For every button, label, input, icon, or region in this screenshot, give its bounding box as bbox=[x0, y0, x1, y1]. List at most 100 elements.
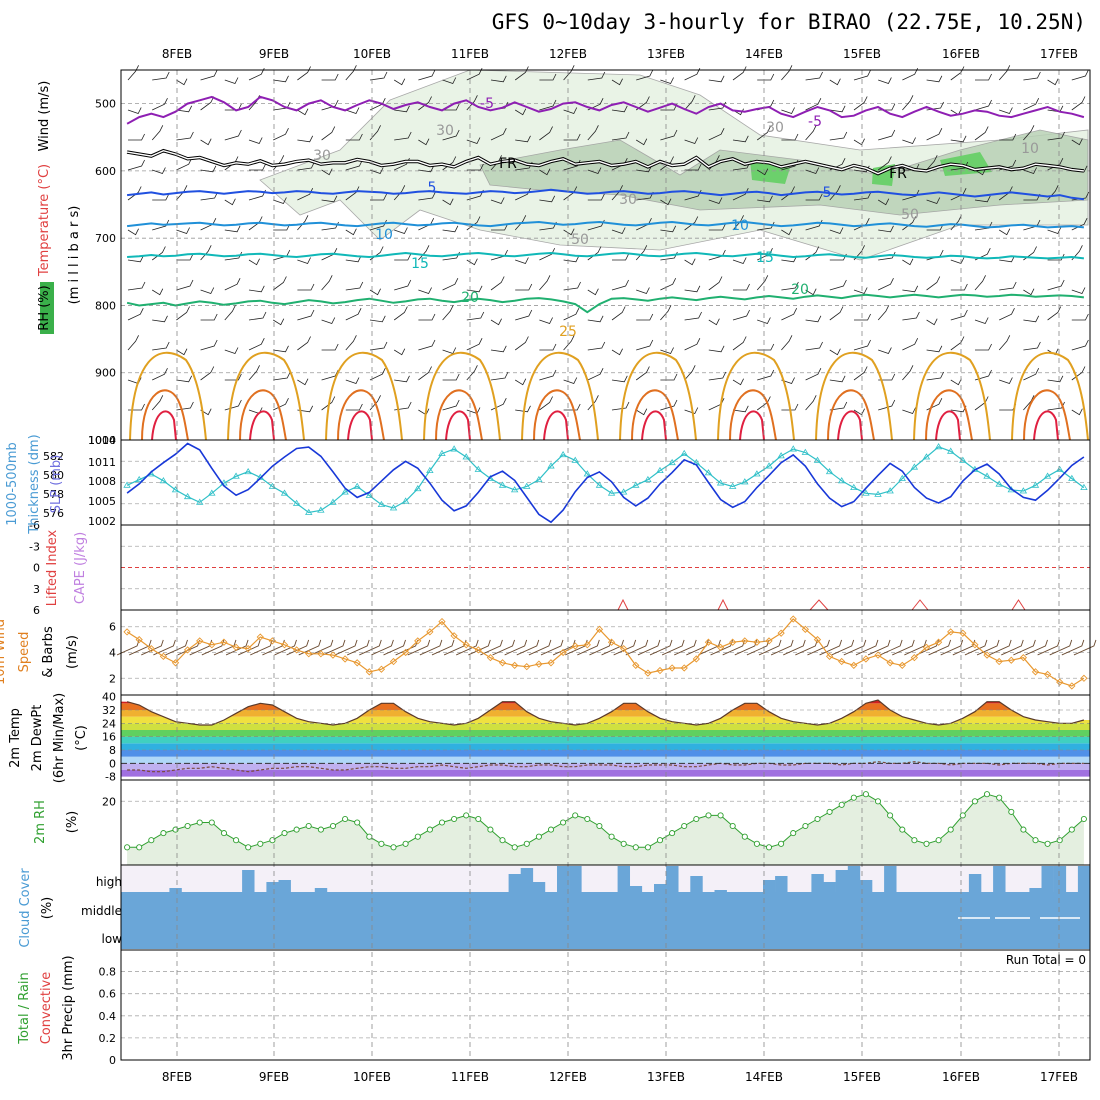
isotherm-20-line bbox=[126, 293, 1085, 314]
rh2m-point bbox=[245, 844, 252, 851]
wind10-label: (m/s) bbox=[65, 635, 80, 669]
wind-barb bbox=[611, 131, 630, 141]
thickness-point bbox=[280, 489, 289, 496]
wind-barb bbox=[514, 336, 529, 351]
cloud-high-bar bbox=[811, 874, 824, 892]
wind-barb bbox=[660, 225, 677, 233]
wind-barb bbox=[611, 375, 628, 383]
thickness-point bbox=[765, 462, 773, 469]
thickness-point bbox=[183, 492, 192, 500]
wind-barb bbox=[515, 135, 531, 143]
wind-barb bbox=[345, 255, 362, 263]
wind-barb bbox=[297, 336, 311, 351]
wind-barb bbox=[418, 366, 432, 381]
rh2m-point bbox=[765, 844, 773, 851]
wind10-point bbox=[486, 654, 495, 662]
wind10-barb bbox=[383, 639, 406, 656]
wind-barb bbox=[224, 251, 243, 261]
wind10-barb bbox=[371, 639, 394, 656]
wind10-label: Speed bbox=[17, 632, 32, 673]
wind-barb bbox=[684, 258, 696, 266]
wind-barb bbox=[466, 95, 478, 111]
thickness-point bbox=[1031, 481, 1040, 488]
wind10-point bbox=[147, 644, 155, 653]
temp-band bbox=[121, 756, 1090, 764]
thickness-point bbox=[874, 490, 882, 497]
wind-barb bbox=[539, 369, 557, 381]
temp-band bbox=[121, 700, 1090, 704]
wind-barb bbox=[418, 313, 436, 321]
wind-barb bbox=[418, 339, 436, 351]
wind10-point bbox=[1043, 670, 1052, 679]
wind10-label: & Barbs bbox=[41, 626, 56, 678]
wind-barb bbox=[781, 228, 793, 236]
wind-barb bbox=[297, 283, 315, 291]
wind-barb bbox=[563, 308, 580, 321]
wind10-barb bbox=[528, 639, 552, 656]
thickness-point bbox=[135, 475, 143, 483]
wind10-point bbox=[365, 668, 373, 676]
wind10-point bbox=[862, 655, 870, 663]
wind-barb bbox=[224, 347, 239, 354]
wind-barb bbox=[151, 125, 164, 141]
cloud-high-bar bbox=[266, 882, 279, 892]
wind10-barb bbox=[310, 639, 334, 656]
rh2m-point bbox=[220, 830, 228, 837]
wind-barb bbox=[999, 377, 1013, 384]
wind-barb bbox=[611, 348, 623, 356]
wind10-barb bbox=[431, 639, 455, 656]
temp-bands bbox=[121, 700, 1090, 777]
wind10-point bbox=[692, 655, 700, 663]
wind-barb bbox=[442, 103, 460, 111]
wind-barb bbox=[708, 197, 723, 204]
wind-barb bbox=[902, 189, 920, 201]
wind-barb bbox=[514, 108, 527, 116]
wind-barb bbox=[1023, 368, 1040, 381]
wind-barb bbox=[1071, 366, 1086, 381]
wind-barb bbox=[369, 167, 384, 174]
isotherm-15-line bbox=[127, 251, 1085, 260]
wind-barb bbox=[176, 253, 194, 261]
thickness-point bbox=[123, 481, 131, 488]
wind-barb bbox=[732, 66, 747, 81]
rh2m-point bbox=[947, 826, 954, 833]
temp2m-line bbox=[126, 699, 1085, 726]
wind-barb bbox=[684, 311, 702, 321]
wind-barb bbox=[297, 309, 315, 321]
wind-barb bbox=[297, 188, 314, 201]
wind10-point bbox=[668, 664, 676, 672]
temp2m-tick: 40 bbox=[102, 691, 116, 704]
wind10-point bbox=[426, 628, 434, 636]
wind-barb bbox=[515, 405, 531, 413]
wind-barb bbox=[200, 245, 212, 261]
wind-barb bbox=[127, 65, 139, 81]
cloud-high-bar bbox=[1041, 866, 1054, 892]
isotherm-25-loop bbox=[1011, 351, 1089, 441]
wind-barb bbox=[224, 77, 239, 84]
rh2m-point bbox=[717, 812, 724, 819]
isotherm-25-loop bbox=[325, 351, 403, 441]
isotherm-30-loop bbox=[141, 389, 189, 441]
top-date-label: 12FEB bbox=[549, 47, 587, 61]
wind-barb bbox=[732, 257, 747, 264]
wind-barb bbox=[224, 399, 242, 411]
isotherm-30-loop bbox=[827, 389, 875, 441]
cloud-high-bar bbox=[654, 884, 667, 892]
wind-barb bbox=[369, 315, 386, 323]
wind10-barb bbox=[1049, 639, 1073, 656]
wind10-barb bbox=[988, 639, 1012, 656]
wind-barb bbox=[974, 195, 991, 203]
wind-barb bbox=[805, 395, 817, 411]
wind-barb bbox=[272, 155, 285, 171]
temp2m-tick: 0 bbox=[109, 757, 116, 770]
rh2m-point bbox=[802, 822, 809, 830]
wind-barb bbox=[732, 309, 750, 321]
rh2m-point bbox=[1068, 826, 1075, 833]
wind-barb bbox=[394, 279, 412, 291]
rh2m-point bbox=[644, 844, 651, 851]
wind10-point bbox=[377, 665, 386, 673]
wind10-barb bbox=[359, 639, 382, 656]
wind10-point bbox=[268, 637, 277, 645]
wind-barb bbox=[975, 73, 992, 81]
wind10-barb bbox=[928, 639, 952, 656]
